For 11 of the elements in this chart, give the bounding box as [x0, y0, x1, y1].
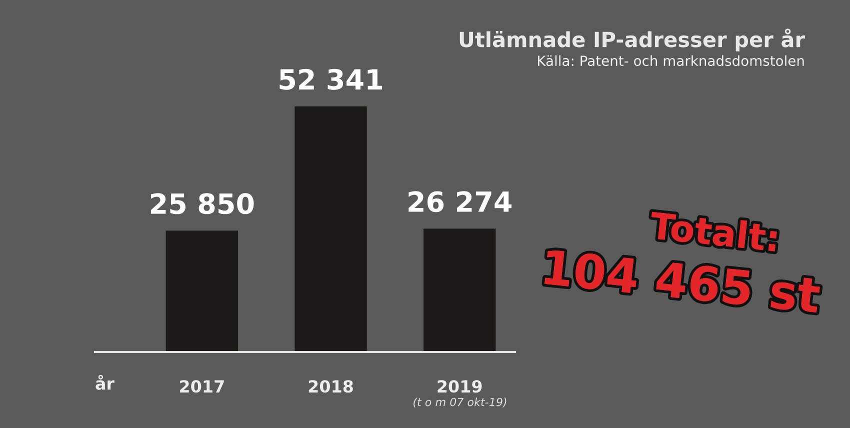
x-axis-title: år — [96, 374, 114, 390]
x-tick-label: 2018 — [308, 380, 353, 393]
text: Totalt: — [649, 210, 778, 252]
data-label: 25 850 — [150, 193, 254, 214]
text: Utlämnade IP-adresser per år — [460, 28, 805, 52]
x-tick-label: 2017 — [180, 380, 224, 393]
x-tick-label: 2019 — [438, 380, 482, 393]
text: (t o m 07 okt-19) — [414, 398, 506, 408]
text: Källa: Patent- och marknadsdomstolen — [538, 55, 804, 66]
data-label: 26 274 — [408, 191, 512, 212]
data-label: 52 341 — [280, 68, 382, 90]
